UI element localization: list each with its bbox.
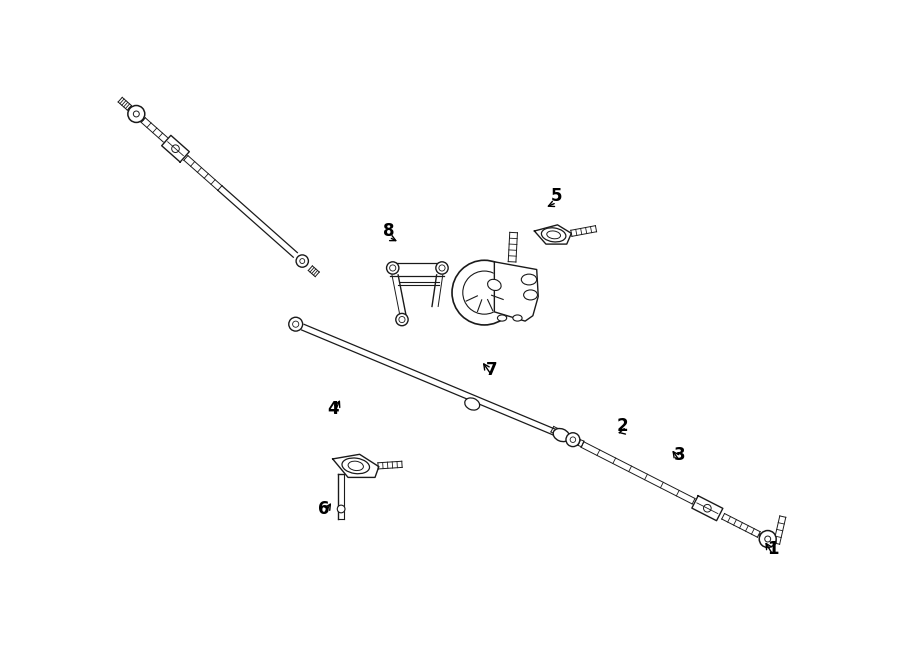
Ellipse shape: [760, 533, 776, 545]
Ellipse shape: [488, 280, 501, 290]
Text: 7: 7: [486, 361, 498, 379]
Ellipse shape: [554, 428, 570, 442]
Text: 8: 8: [383, 222, 394, 240]
Circle shape: [399, 317, 405, 323]
Circle shape: [390, 265, 396, 271]
Ellipse shape: [464, 398, 480, 410]
Ellipse shape: [513, 315, 522, 321]
Text: 3: 3: [674, 446, 686, 464]
Polygon shape: [494, 262, 538, 321]
Ellipse shape: [498, 315, 507, 321]
Circle shape: [704, 504, 711, 512]
Circle shape: [760, 531, 776, 547]
Ellipse shape: [547, 231, 561, 239]
Circle shape: [133, 111, 140, 117]
Circle shape: [292, 321, 299, 327]
Polygon shape: [162, 136, 189, 162]
Text: 6: 6: [318, 500, 329, 518]
Text: 2: 2: [616, 417, 628, 435]
Circle shape: [396, 313, 408, 326]
Text: 4: 4: [328, 400, 339, 418]
Ellipse shape: [524, 290, 537, 300]
Ellipse shape: [542, 228, 566, 242]
Polygon shape: [535, 225, 572, 244]
Circle shape: [338, 505, 345, 513]
Circle shape: [570, 437, 576, 442]
Circle shape: [128, 106, 145, 122]
Circle shape: [172, 145, 179, 153]
Circle shape: [566, 433, 580, 447]
Circle shape: [463, 271, 506, 314]
Ellipse shape: [342, 458, 370, 474]
Ellipse shape: [129, 107, 144, 121]
Circle shape: [296, 255, 309, 267]
Circle shape: [387, 262, 399, 274]
Circle shape: [452, 260, 517, 325]
Circle shape: [300, 258, 305, 264]
Ellipse shape: [348, 461, 364, 471]
Circle shape: [439, 265, 446, 271]
Polygon shape: [333, 454, 379, 477]
Ellipse shape: [521, 274, 536, 285]
Circle shape: [436, 262, 448, 274]
Text: 1: 1: [768, 540, 778, 558]
Circle shape: [289, 317, 302, 331]
Text: 5: 5: [551, 187, 562, 206]
Polygon shape: [692, 496, 723, 521]
Polygon shape: [391, 263, 445, 322]
Circle shape: [765, 536, 770, 542]
